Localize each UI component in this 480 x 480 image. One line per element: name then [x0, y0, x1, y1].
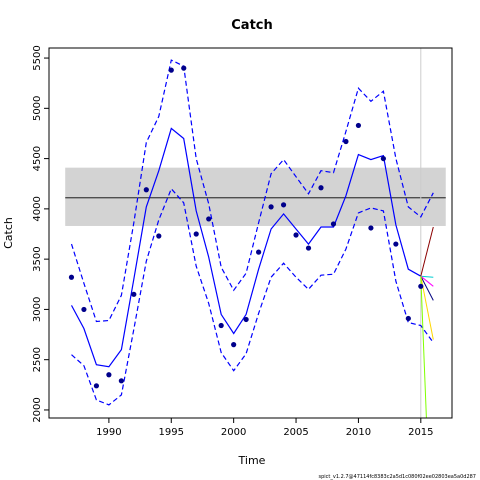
- observation-point: [81, 306, 87, 313]
- observation-point: [93, 383, 100, 389]
- observation-point: [68, 274, 75, 280]
- observation-point: [318, 185, 324, 191]
- observation-point: [181, 65, 187, 71]
- observation-point: [118, 378, 124, 384]
- y-tick-label: 4500: [32, 146, 43, 171]
- observation-point: [231, 342, 237, 348]
- y-axis-label: Catch: [2, 217, 15, 249]
- y-tick-label: 3000: [32, 297, 43, 322]
- y-tick-label: 5500: [32, 45, 43, 70]
- x-tick-label: 2015: [408, 427, 433, 438]
- ci-upper-line: [70, 59, 434, 323]
- observation-point: [143, 187, 149, 193]
- observation-point: [156, 233, 162, 239]
- observation-point: [206, 216, 212, 222]
- chart-title: Catch: [231, 18, 273, 33]
- plot-area: [65, 48, 446, 418]
- prediction-line-1: [420, 275, 434, 301]
- plot-frame: [48, 47, 453, 419]
- observation-point: [405, 315, 411, 322]
- observation-point: [168, 67, 174, 73]
- x-tick-label: 1990: [96, 427, 121, 438]
- observation-point: [268, 204, 274, 210]
- y-tick-label: 5000: [32, 96, 43, 121]
- x-tick-label: 1995: [159, 427, 184, 438]
- prediction-line-0: [420, 226, 434, 277]
- version-footnote: spict_v1.2.7@47114fc8383c2a5d1c080f02ee0…: [319, 474, 477, 480]
- observation-point: [193, 231, 199, 237]
- x-axis-label: Time: [238, 454, 266, 467]
- observation-point: [243, 316, 249, 323]
- y-axis: 2000 2500 3000 3500 4000 4500 5000 5500: [32, 45, 49, 423]
- y-tick-label: 2000: [32, 397, 43, 422]
- observation-point: [218, 322, 224, 329]
- observation-point: [280, 202, 287, 208]
- prediction-line-3: [420, 275, 434, 287]
- observation-point: [330, 221, 337, 227]
- observation-point: [256, 249, 262, 255]
- observation-point: [293, 232, 299, 238]
- observation-point: [355, 122, 362, 129]
- y-tick-label: 2500: [32, 347, 43, 372]
- x-axis: 1990 1995 2000 2005 2010 2015: [96, 418, 434, 438]
- observation-point: [343, 138, 349, 145]
- x-tick-label: 2000: [221, 427, 246, 438]
- y-tick-label: 4000: [32, 196, 43, 221]
- observation-point: [106, 372, 112, 378]
- prediction-line-2: [420, 275, 434, 278]
- observation-point: [131, 291, 137, 297]
- estimate-line: [70, 127, 422, 368]
- x-tick-label: 2005: [283, 427, 308, 438]
- reference-band: [65, 167, 446, 226]
- observation-point: [380, 155, 386, 162]
- observation-point: [393, 241, 399, 247]
- observation-point: [368, 225, 374, 231]
- y-tick-label: 3500: [32, 246, 43, 271]
- x-tick-label: 2010: [346, 427, 371, 438]
- observation-point: [418, 283, 424, 289]
- observation-point: [305, 245, 312, 251]
- ci-lower-line: [71, 187, 434, 406]
- prediction-line-5: [420, 276, 427, 418]
